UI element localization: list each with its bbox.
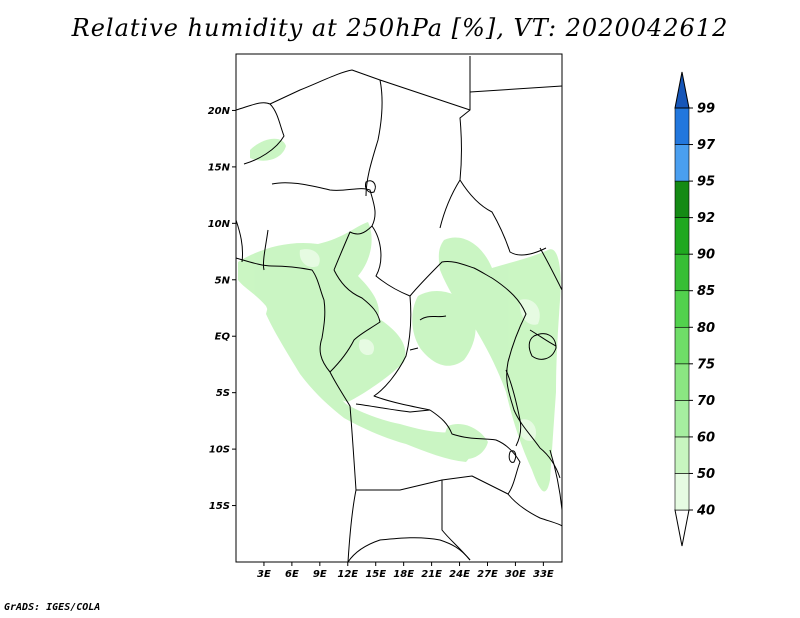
lon-label: 6E xyxy=(285,569,299,580)
lake-coast-north xyxy=(235,219,243,263)
lon-label: 18E xyxy=(393,569,414,580)
border-west-1 xyxy=(263,229,269,271)
river-congo xyxy=(409,315,447,351)
colorbar-cell xyxy=(674,436,690,474)
lon-label: 3E xyxy=(257,569,271,580)
colorbar-cell xyxy=(674,400,690,438)
lat-label: EQ xyxy=(215,332,231,343)
longitude-labels: 3E 6E 9E 12E 15E 18E 21E 24E 27E 30E 33E xyxy=(257,569,554,580)
humidity-area-south xyxy=(444,423,488,460)
border-nigeria xyxy=(271,182,376,271)
border-sahel xyxy=(269,69,471,111)
country-borders xyxy=(235,56,563,563)
colorbar-level-label: 85 xyxy=(697,284,715,299)
colorbar-level-label: 75 xyxy=(697,357,715,372)
colorbar-level-label: 97 xyxy=(697,138,716,153)
colorbar-lower-triangle xyxy=(674,509,690,547)
border-drc-south xyxy=(429,409,521,561)
colorbar-cell xyxy=(674,107,690,145)
grads-credit: GrADS: IGES/COLA xyxy=(4,602,101,613)
colorbar-level-label: 80 xyxy=(697,321,715,336)
latitude-labels: 20N 15N 10N 5N EQ 5S 10S 15S xyxy=(208,106,231,512)
colorbar-level-label: 40 xyxy=(696,504,715,519)
border-niger-chad xyxy=(365,79,383,197)
colorbar-level-label: 90 xyxy=(697,248,715,263)
lat-label: 20N xyxy=(208,106,231,117)
colorbar-level-label: 99 xyxy=(697,102,715,117)
lake-malawi xyxy=(549,449,563,511)
lon-label: 24E xyxy=(449,569,470,580)
colorbar-cell xyxy=(674,144,690,182)
map-frame xyxy=(235,53,563,563)
lake-mweru xyxy=(508,450,517,463)
lon-label: 21E xyxy=(421,569,442,580)
border-west-2 xyxy=(235,102,285,165)
colorbar-level-label: 50 xyxy=(697,467,715,482)
colorbar-cell xyxy=(674,180,690,218)
humidity-area-central-west xyxy=(238,222,406,402)
colorbar-level-label: 92 xyxy=(697,211,715,226)
border-north-east xyxy=(439,56,471,229)
lon-label: 15E xyxy=(365,569,386,580)
border-angola xyxy=(355,403,443,491)
colorbar: 40 50 60 70 75 80 85 90 92 95 97 99 xyxy=(674,71,716,547)
coastline-west-africa xyxy=(235,257,357,563)
lat-label: 5S xyxy=(216,388,230,399)
border-drc-north xyxy=(373,295,431,411)
humidity-area-center xyxy=(412,291,476,366)
border-east-coast xyxy=(529,247,563,347)
lake-victoria xyxy=(528,333,557,360)
border-ne-corner xyxy=(469,85,563,93)
humidity-area-sahel xyxy=(250,138,286,161)
border-cameroon xyxy=(329,269,381,373)
colorbar-cell xyxy=(674,363,690,401)
border-drc-east xyxy=(491,277,561,479)
map-title: Relative humidity at 250hPa [%], VT: 202… xyxy=(71,14,729,42)
lat-label: 5N xyxy=(215,275,231,286)
colorbar-level-label: 60 xyxy=(697,430,715,445)
lake-chad xyxy=(365,180,376,193)
colorbar-cell xyxy=(674,217,690,255)
colorbar-level-label: 70 xyxy=(697,394,715,409)
lat-label: 10S xyxy=(209,445,230,456)
lat-label: 15S xyxy=(209,501,230,512)
humidity-shading-light xyxy=(299,249,540,441)
lon-label: 30E xyxy=(505,569,526,580)
lon-label: 12E xyxy=(337,569,358,580)
humidity-shading xyxy=(238,138,561,492)
colorbar-cell xyxy=(674,326,690,365)
lakes xyxy=(365,180,563,511)
colorbar-level-label: 95 xyxy=(697,175,715,190)
colorbar-cell xyxy=(674,253,690,292)
lon-label: 27E xyxy=(477,569,498,580)
lat-label: 15N xyxy=(208,162,231,173)
border-south xyxy=(347,537,471,563)
lake-tanganyika xyxy=(505,369,522,447)
border-car xyxy=(371,225,493,297)
lat-label: 10N xyxy=(208,219,231,230)
border-sudan xyxy=(459,179,547,256)
axis-ticks xyxy=(232,109,544,566)
colorbar-upper-triangle xyxy=(674,71,690,109)
colorbar-cell xyxy=(674,473,690,511)
border-zambia xyxy=(507,493,563,527)
colorbar-cell xyxy=(674,290,690,328)
lon-label: 9E xyxy=(313,569,327,580)
lon-label: 33E xyxy=(533,569,554,580)
